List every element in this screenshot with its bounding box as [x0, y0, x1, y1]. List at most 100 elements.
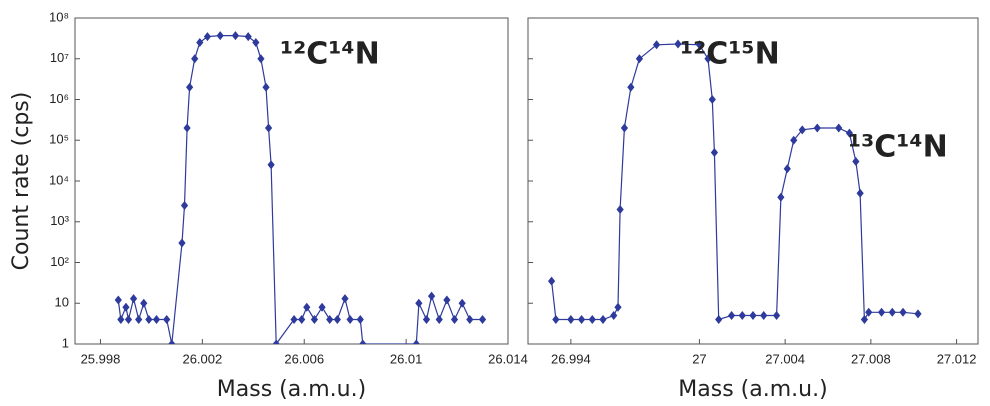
x-tick-label: 26.006	[284, 351, 324, 366]
data-point	[547, 276, 556, 286]
y-tick-label: 10³	[50, 213, 69, 228]
data-point	[458, 298, 466, 308]
data-point	[749, 311, 757, 321]
data-point	[272, 339, 280, 344]
data-point	[318, 302, 326, 312]
y-tick-label: 1	[62, 335, 69, 350]
data-point	[129, 294, 138, 304]
data-point	[267, 160, 275, 170]
data-point	[183, 123, 191, 133]
data-point	[114, 295, 122, 305]
data-line	[117, 35, 483, 344]
data-point	[708, 95, 716, 104]
data-point	[178, 238, 186, 248]
data-point	[710, 148, 719, 158]
x-axis-label: Mass (a.m.u.)	[678, 377, 827, 402]
data-point	[798, 125, 806, 135]
y-tick-label: 10	[55, 295, 69, 310]
data-point	[760, 311, 768, 321]
x-tick-label: 26.994	[551, 351, 591, 366]
data-point	[298, 314, 306, 324]
data-point	[290, 314, 298, 324]
data-point	[813, 123, 821, 133]
data-point	[914, 309, 922, 319]
data-point	[616, 204, 624, 214]
data-point	[552, 314, 560, 324]
data-point	[860, 314, 869, 324]
data-point	[652, 40, 661, 50]
data-point	[257, 54, 265, 64]
x-tick-label: 27	[692, 351, 706, 366]
data-point	[117, 314, 125, 324]
data-point	[443, 295, 451, 305]
x-tick-label: 27.008	[851, 351, 891, 366]
peak-label: ¹²C¹⁴N	[280, 37, 380, 72]
y-tick-label: 10⁸	[49, 9, 69, 24]
x-tick-label: 26.014	[488, 351, 528, 366]
data-point	[252, 38, 260, 48]
plot-area	[114, 31, 487, 344]
data-point	[610, 311, 618, 321]
data-point	[695, 40, 704, 50]
data-point	[180, 201, 189, 211]
data-point	[310, 314, 319, 324]
data-point	[326, 314, 334, 324]
data-point	[674, 39, 682, 49]
y-tick-label: 10²	[50, 254, 69, 269]
data-point	[790, 135, 798, 145]
data-point	[145, 314, 153, 324]
data-point	[356, 314, 364, 324]
data-point	[196, 38, 204, 48]
data-point	[262, 82, 270, 92]
data-point	[466, 314, 474, 324]
data-point	[783, 164, 791, 174]
data-point	[588, 314, 596, 324]
data-point	[704, 54, 712, 64]
data-point	[264, 123, 273, 133]
data-point	[635, 54, 644, 64]
data-point	[422, 314, 431, 324]
y-axis-label: Count rate (cps)	[9, 92, 34, 271]
data-point	[627, 82, 635, 92]
y-tick-label: 10⁶	[49, 91, 69, 106]
data-point	[614, 302, 622, 312]
data-point	[478, 314, 487, 324]
data-point	[303, 302, 311, 312]
data-point	[140, 298, 148, 308]
y-tick-label: 10⁵	[49, 132, 69, 147]
x-tick-label: 25.998	[81, 351, 121, 366]
data-point	[715, 314, 723, 324]
x-tick-label: 27.012	[937, 351, 977, 366]
data-point	[168, 339, 176, 344]
x-tick-label: 26.002	[182, 351, 222, 366]
data-point	[835, 123, 843, 133]
data-point	[415, 298, 423, 308]
peak-label: ¹³C¹⁴N	[848, 130, 948, 165]
data-point	[567, 314, 575, 324]
data-point	[341, 294, 349, 304]
data-point	[845, 128, 854, 138]
data-point	[124, 314, 133, 324]
data-point	[231, 31, 240, 41]
data-point	[152, 314, 161, 324]
data-point	[216, 31, 224, 41]
data-point	[412, 339, 420, 344]
data-point	[888, 307, 896, 317]
x-tick-label: 27.004	[765, 351, 805, 366]
data-point	[346, 314, 354, 324]
data-point	[620, 123, 629, 133]
data-point	[877, 307, 886, 317]
data-point	[163, 314, 171, 324]
data-line	[551, 43, 919, 322]
y-tick-label: 10⁷	[50, 50, 69, 65]
data-point	[333, 314, 341, 324]
data-point	[191, 54, 199, 64]
data-point	[450, 314, 459, 324]
data-point	[435, 314, 443, 324]
peak-label: ¹²C¹⁵N	[680, 37, 780, 72]
data-point	[865, 307, 873, 317]
data-point	[186, 82, 194, 92]
data-point	[777, 192, 785, 202]
data-point	[244, 32, 252, 42]
data-point	[359, 339, 367, 344]
